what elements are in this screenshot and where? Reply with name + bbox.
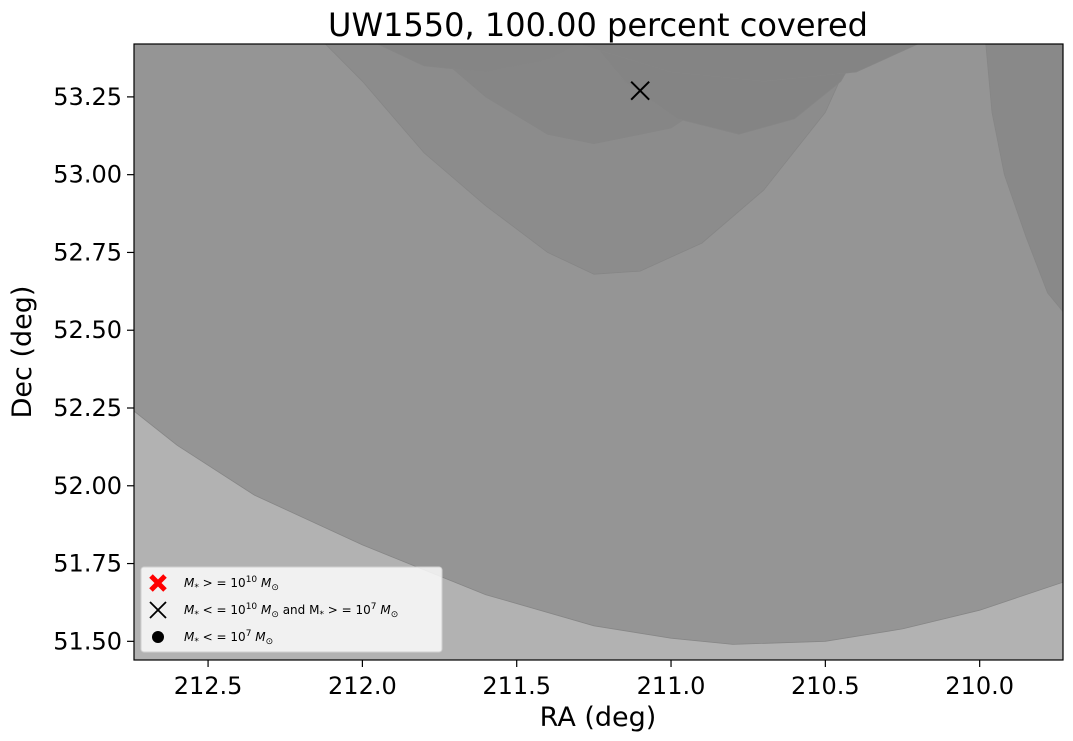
legend-marker-2 — [152, 631, 164, 643]
data-point-0 — [630, 80, 650, 101]
y-tick-label-1: 51.75 — [53, 550, 122, 578]
plot-frame — [133, 43, 1064, 661]
x-tick-label-2: 211.5 — [482, 672, 551, 700]
x-tick-label-5: 210.0 — [945, 672, 1014, 700]
legend-box — [140, 566, 443, 653]
y-tick-label-3: 52.25 — [53, 394, 122, 422]
x-axis-label: RA (deg) — [540, 702, 657, 733]
x-tick-label-0: 212.5 — [174, 672, 243, 700]
y-tick-label-2: 52.00 — [53, 472, 122, 500]
legend: M* > = 1010 M⊙ M* < = 1010 M⊙ and M* > = … — [140, 566, 443, 653]
coverage-regions — [134, 44, 1063, 645]
legend-marker-0 — [149, 574, 167, 592]
chart-title: UW1550, 100.00 percent covered — [328, 6, 868, 44]
coverage-region-0 — [134, 44, 1063, 645]
y-axis-label: Dec (deg) — [7, 286, 38, 419]
legend-marker-1 — [149, 601, 167, 619]
legend-label-2: M* < = 107 M⊙ — [184, 629, 273, 647]
y-tick-label-0: 51.50 — [53, 627, 122, 655]
x-axis-ticks: 212.5 212.0 211.5 211.0 210.5 210.0 — [174, 660, 1014, 700]
x-tick-label-4: 210.5 — [791, 672, 860, 700]
coverage-region-5 — [578, 44, 919, 82]
y-axis-ticks: 51.50 51.75 52.00 52.25 52.50 52.75 53.00 53.25 — [53, 83, 134, 655]
coverage-region-4 — [377, 44, 579, 73]
coverage-region-6 — [985, 44, 1063, 313]
legend-label-0: M* > = 1010 M⊙ — [184, 575, 279, 593]
x-tick-label-3: 211.0 — [637, 672, 706, 700]
x-tick-label-1: 212.0 — [328, 672, 397, 700]
data-points — [630, 80, 650, 101]
y-tick-label-4: 52.50 — [53, 316, 122, 344]
legend-label-1: M* < = 1010 M⊙ and M* > = 107 M⊙ — [184, 602, 398, 620]
y-tick-label-5: 52.75 — [53, 238, 122, 266]
y-tick-label-6: 53.00 — [53, 161, 122, 189]
y-tick-label-7: 53.25 — [53, 83, 122, 111]
